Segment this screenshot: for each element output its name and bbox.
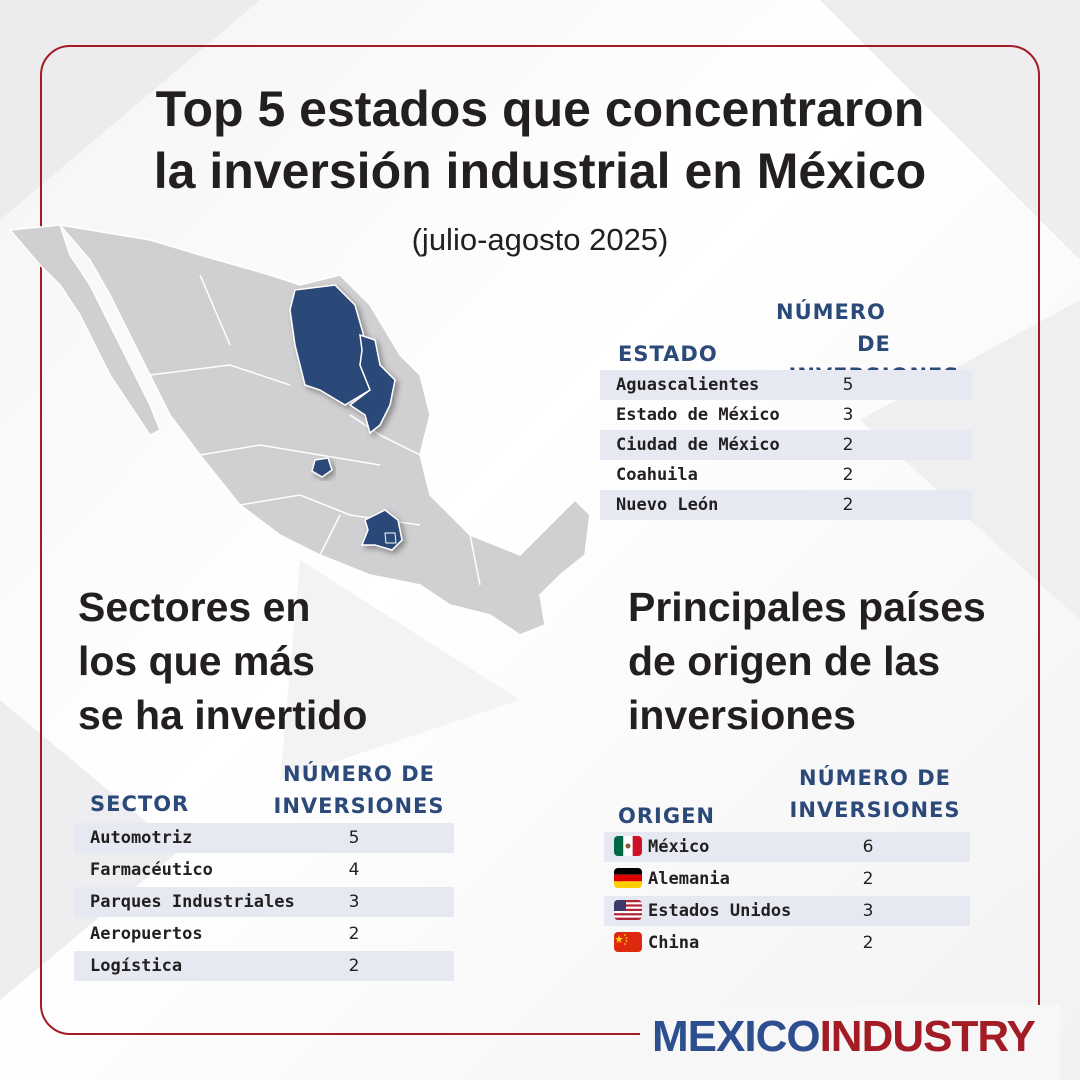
country-name: Alemania — [648, 869, 730, 889]
country-value: 3 — [862, 901, 874, 921]
states-table: ESTADO NÚMERO DE INVERSIONES Aguascalien… — [600, 296, 972, 521]
header-line-1: NÚMERO DE — [799, 766, 951, 790]
sector-name: Farmacéutico — [90, 860, 213, 880]
mexico-flag-icon — [614, 836, 642, 856]
mexico-map — [8, 223, 591, 636]
state-name: Nuevo León — [616, 495, 719, 515]
sector-value: 5 — [348, 828, 360, 848]
table-row: México 6 — [604, 832, 970, 862]
sector-value: 3 — [348, 892, 360, 912]
germany-flag-icon — [614, 868, 642, 888]
table-row: Alemania 2 — [604, 864, 970, 894]
state-name: Estado de México — [616, 405, 780, 425]
table-row: Coahuila 2 — [600, 460, 972, 490]
countries-table: ORIGEN NÚMERO DE INVERSIONES México 6 Al… — [604, 762, 970, 962]
table-row: Automotriz 5 — [74, 823, 454, 853]
sector-name: Parques Industriales — [90, 892, 295, 912]
country-value: 2 — [862, 933, 874, 953]
table-row: Parques Industriales 3 — [74, 887, 454, 917]
brand-part-2: INDUSTRY — [819, 1012, 1036, 1061]
sectors-title-line-2: los que más — [78, 638, 315, 684]
content-frame — [40, 45, 1040, 1035]
country-value: 2 — [862, 869, 874, 889]
sector-name: Logística — [90, 956, 183, 976]
mainland-shape — [58, 223, 591, 636]
aguascalientes-state — [311, 457, 333, 478]
header-line-2: INVERSIONES — [789, 798, 961, 822]
ciudad-de-mexico-state — [384, 532, 397, 544]
page-subtitle: (julio-agosto 2025) — [411, 222, 669, 257]
state-value: 5 — [842, 375, 854, 395]
table-row: China 2 — [604, 928, 970, 958]
sectors-title-line-1: Sectores en — [78, 584, 311, 630]
table-row: Estados Unidos 3 — [604, 896, 970, 926]
state-name: Ciudad de México — [616, 435, 780, 455]
column-header-origen: ORIGEN — [618, 804, 715, 828]
table-row: Estado de México 3 — [600, 400, 972, 430]
sector-name: Aeropuertos — [90, 924, 203, 944]
table-row: Aeropuertos 2 — [74, 919, 454, 949]
title-line-2: la inversión industrial en México — [153, 143, 927, 199]
header-line-2: INVERSIONES — [273, 794, 445, 818]
country-value: 6 — [862, 837, 874, 857]
sectors-table: SECTOR NÚMERO DE INVERSIONES Automotriz 5… — [74, 758, 454, 988]
sectors-title: Sectores en los que más se ha invertido — [78, 580, 367, 742]
header-line-1: NÚMERO DE — [283, 762, 435, 786]
sector-name: Automotriz — [90, 828, 193, 848]
country-name: China — [648, 933, 700, 953]
state-name: Aguascalientes — [616, 375, 760, 395]
table-row: Nuevo León 2 — [600, 490, 972, 520]
title-line-1: Top 5 estados que concentraron — [155, 81, 925, 137]
logo-backdrop — [640, 1005, 1060, 1080]
table-row: Aguascalientes 5 — [600, 370, 972, 400]
countries-title-line-2: de origen de las — [628, 638, 941, 684]
nuevo-leon-state — [348, 333, 396, 435]
header-line-1: NÚMERO — [776, 300, 886, 324]
coahuila-state — [289, 284, 371, 406]
countries-title: Principales países de origen de las inve… — [628, 580, 986, 742]
sector-value: 2 — [348, 924, 360, 944]
china-flag-icon — [614, 932, 642, 952]
brand-logo: MEXICOINDUSTRY — [652, 1012, 1036, 1062]
usa-flag-icon — [614, 900, 642, 920]
brand-part-1: MEXICO — [652, 1012, 821, 1061]
state-value: 2 — [842, 435, 854, 455]
column-header-numero: NÚMERO DE INVERSIONES — [264, 758, 454, 822]
table-row: Farmacéutico 4 — [74, 855, 454, 885]
country-name: México — [648, 837, 710, 857]
column-header-estado: ESTADO — [618, 342, 718, 366]
sectors-title-line-3: se ha invertido — [78, 692, 368, 738]
table-row: Logística 2 — [74, 951, 454, 981]
sector-value: 2 — [348, 956, 360, 976]
state-value: 2 — [842, 465, 854, 485]
state-value: 3 — [842, 405, 854, 425]
state-value: 2 — [842, 495, 854, 515]
state-name: Coahuila — [616, 465, 698, 485]
table-row: Ciudad de México 2 — [600, 430, 972, 460]
countries-title-line-3: inversiones — [628, 692, 856, 738]
countries-title-line-1: Principales países — [628, 584, 986, 630]
column-header-numero: NÚMERO DE INVERSIONES — [780, 762, 970, 826]
country-name: Estados Unidos — [648, 901, 792, 921]
page-title: Top 5 estados que concentraron la invers… — [60, 78, 1020, 202]
sector-value: 4 — [348, 860, 360, 880]
baja-california-shape — [8, 224, 161, 436]
column-header-sector: SECTOR — [90, 792, 190, 816]
